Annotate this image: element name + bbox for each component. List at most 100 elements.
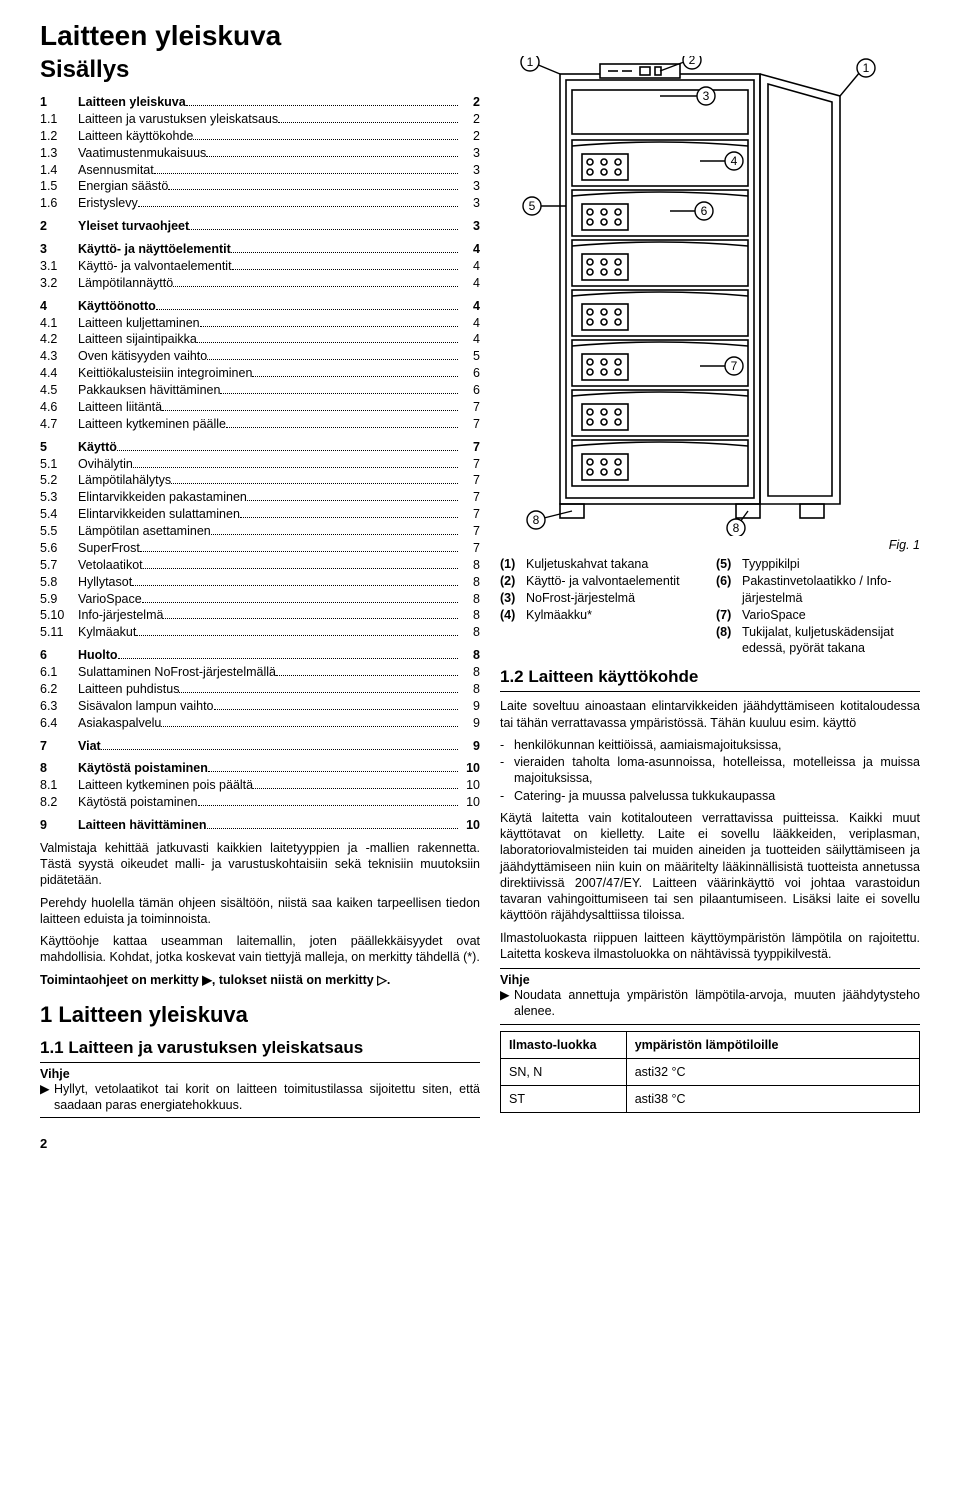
toc-label: Oven kätisyyden vaihto [78, 348, 207, 365]
toc-page: 10 [460, 794, 480, 811]
svg-text:2: 2 [689, 56, 696, 67]
toc-row: 6.1Sulattaminen NoFrost-järjestelmällä8 [40, 664, 480, 681]
toc-page: 8 [460, 557, 480, 574]
toc-row: 6.4Asiakaspalvelu9 [40, 715, 480, 732]
toc-row: 4.7Laitteen kytkeminen päälle7 [40, 416, 480, 433]
toc-label: Käytöstä poistaminen [78, 794, 198, 811]
toc-num: 9 [40, 817, 78, 834]
toc-num: 5.3 [40, 489, 78, 506]
toc-row: 1.1Laitteen ja varustuksen yleiskatsaus 2 [40, 111, 480, 128]
toc-label: Käyttö- ja valvontaelementit [78, 258, 232, 275]
toc-num: 4 [40, 298, 78, 315]
toc-page: 4 [460, 241, 480, 258]
body-paragraph: Valmistaja kehittää jatkuvasti kaikkien … [40, 840, 480, 889]
toc-num: 5.1 [40, 456, 78, 473]
toc-num: 3 [40, 241, 78, 258]
toc-heading: Sisällys [40, 56, 480, 84]
triangle-icon: ▶ [500, 987, 514, 1020]
toc-row: 1.3Vaatimustenmukaisuus3 [40, 145, 480, 162]
toc-row: 1.2Laitteen käyttökohde2 [40, 128, 480, 145]
hint-label: Vihje [40, 1067, 480, 1081]
toc-num: 1 [40, 94, 78, 111]
bullet-item: -henkilökunnan keittiöissä, aamiaismajoi… [500, 737, 920, 753]
toc-row: 5.11Kylmäakut8 [40, 624, 480, 641]
svg-text:8: 8 [733, 521, 740, 535]
toc-num: 5.2 [40, 472, 78, 489]
climate-header-class: Ilmasto-luokka [501, 1031, 627, 1058]
toc-num: 5.5 [40, 523, 78, 540]
hint-text: ▶ Noudata annettuja ympäristön lämpötila… [500, 987, 920, 1020]
toc-row: 5.9VarioSpace8 [40, 591, 480, 608]
toc-container: 1Laitteen yleiskuva21.1Laitteen ja varus… [40, 94, 480, 834]
toc-label: Asennusmitat [78, 162, 154, 179]
divider [40, 1062, 480, 1063]
toc-label: Keittiökalusteisiin integroiminen [78, 365, 252, 382]
toc-label: Laitteen kuljettaminen [78, 315, 200, 332]
toc-num: 4.3 [40, 348, 78, 365]
toc-label: Yleiset turvaohjeet [78, 218, 189, 235]
divider [40, 1117, 480, 1118]
toc-page: 3 [460, 145, 480, 162]
toc-label: Käyttöönotto [78, 298, 156, 315]
hint-text: ▶ Hyllyt, vetolaatikot tai korit on lait… [40, 1081, 480, 1114]
toc-row: 5.8Hyllytasot8 [40, 574, 480, 591]
toc-page: 7 [460, 416, 480, 433]
divider [500, 1024, 920, 1025]
toc-num: 3.1 [40, 258, 78, 275]
toc-label: Laitteen kytkeminen pois päältä [78, 777, 253, 794]
toc-row: 4.1Laitteen kuljettaminen4 [40, 315, 480, 332]
toc-num: 4.2 [40, 331, 78, 348]
toc-page: 9 [460, 698, 480, 715]
toc-page: 3 [460, 218, 480, 235]
toc-label: Käyttö [78, 439, 117, 456]
toc-row: 6Huolto8 [40, 647, 480, 664]
toc-label: Pakkauksen hävittäminen [78, 382, 220, 399]
toc-label: Elintarvikkeiden sulattaminen [78, 506, 240, 523]
toc-page: 2 [460, 94, 480, 111]
toc-num: 6.1 [40, 664, 78, 681]
toc-page: 4 [460, 298, 480, 315]
table-row: STasti38 °C [501, 1085, 920, 1112]
toc-num: 4.6 [40, 399, 78, 416]
toc-page: 6 [460, 365, 480, 382]
toc-page: 7 [460, 523, 480, 540]
climate-intro: Ilmastoluokasta riippuen laitteen käyttö… [500, 930, 920, 963]
toc-row: 5.3Elintarvikkeiden pakastaminen7 [40, 489, 480, 506]
legend: (1)Kuljetuskahvat takana(2)Käyttö- ja va… [500, 556, 920, 657]
toc-num: 5.8 [40, 574, 78, 591]
toc-page: 2 [460, 111, 480, 128]
toc-label: Laitteen puhdistus [78, 681, 179, 698]
usage-intro: Laite soveltuu ainoastaan elintarvikkeid… [500, 698, 920, 731]
toc-row: 4.4Keittiökalusteisiin integroiminen6 [40, 365, 480, 382]
toc-row: 8.2Käytöstä poistaminen 10 [40, 794, 480, 811]
toc-page: 8 [460, 647, 480, 664]
toc-num: 4.5 [40, 382, 78, 399]
legend-item: (6)Pakastinvetolaatikko / Info-järjestel… [716, 573, 920, 607]
svg-text:4: 4 [731, 154, 738, 168]
divider [500, 968, 920, 969]
svg-text:6: 6 [701, 204, 708, 218]
toc-label: SuperFrost [78, 540, 140, 557]
left-column: Sisällys 1Laitteen yleiskuva21.1Laitteen… [40, 56, 480, 1122]
toc-num: 4.7 [40, 416, 78, 433]
toc-row: 5.6SuperFrost7 [40, 540, 480, 557]
toc-label: Käytöstä poistaminen [78, 760, 208, 777]
page-number: 2 [40, 1136, 920, 1151]
usage-restrictions: Käytä laitetta vain kotitalouteen verrat… [500, 810, 920, 924]
toc-page: 3 [460, 162, 480, 179]
toc-row: 6.2Laitteen puhdistus8 [40, 681, 480, 698]
toc-num: 5.11 [40, 624, 78, 641]
toc-label: Energian säästö [78, 178, 168, 195]
toc-num: 8.2 [40, 794, 78, 811]
toc-page: 4 [460, 315, 480, 332]
toc-num: 1.1 [40, 111, 78, 128]
action-note: Toimintaohjeet on merkitty ▶, tulokset n… [40, 972, 480, 988]
toc-page: 8 [460, 664, 480, 681]
toc-label: Elintarvikkeiden pakastaminen [78, 489, 247, 506]
toc-page: 7 [460, 472, 480, 489]
section-1-1-heading: 1.1 Laitteen ja varustuksen yleiskatsaus [40, 1038, 480, 1058]
svg-text:7: 7 [731, 359, 738, 373]
toc-label: Laitteen ja varustuksen yleiskatsaus [78, 111, 278, 128]
legend-item: (7)VarioSpace [716, 607, 920, 624]
toc-label: Laitteen liitäntä [78, 399, 162, 416]
